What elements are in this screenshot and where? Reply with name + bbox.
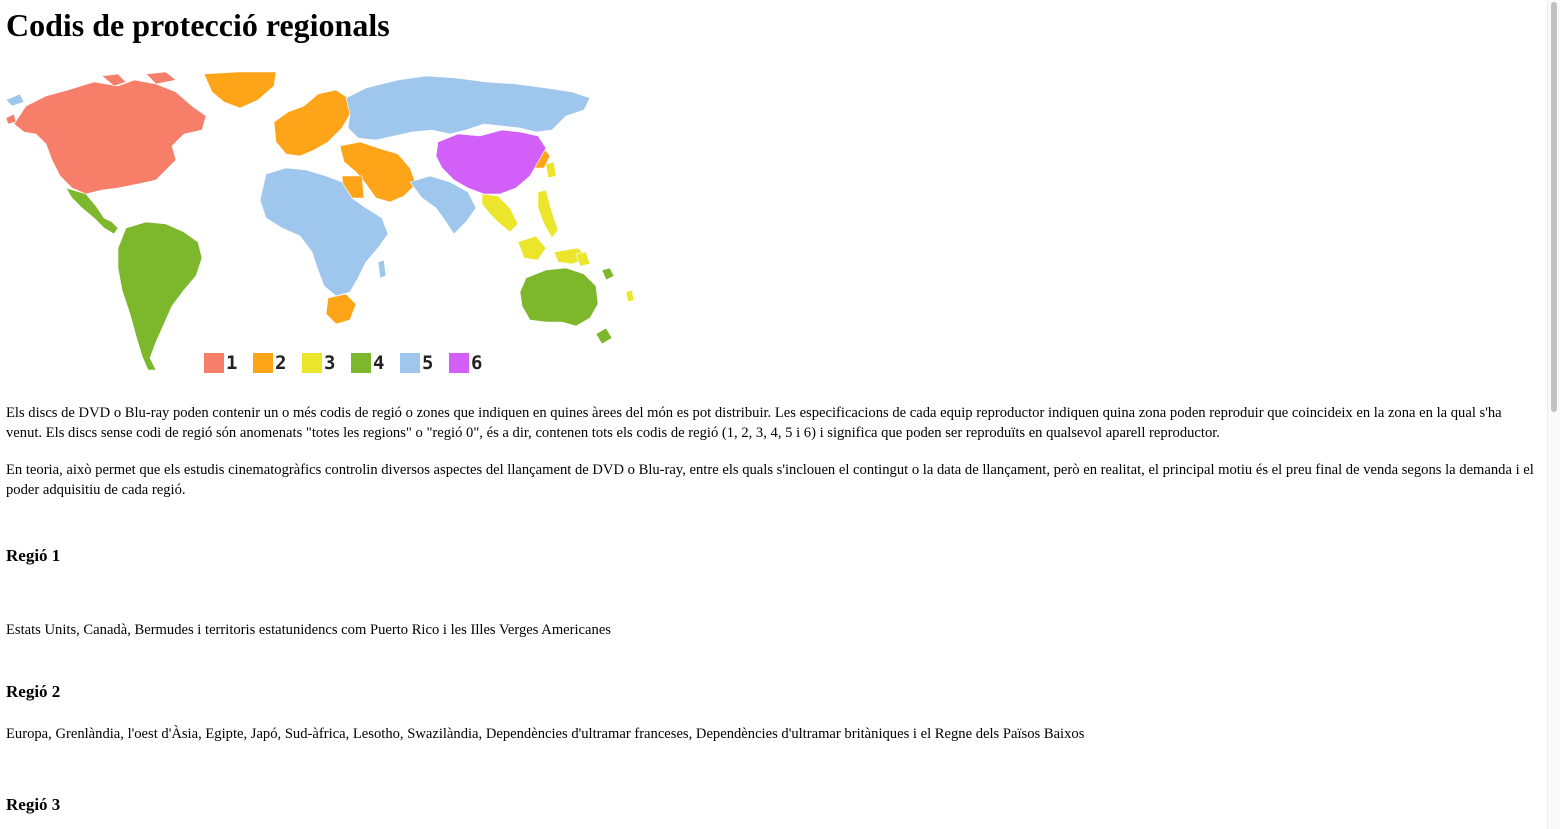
region-map: 1 2 3 4 5 6 [6,72,686,378]
map-legend: 1 2 3 4 5 6 [204,352,498,374]
legend-swatch-1 [204,353,224,373]
legend-label: 6 [471,352,483,374]
legend-swatch-5 [400,353,420,373]
legend-swatch-3 [302,353,322,373]
intro-paragraph: Els discs de DVD o Blu-ray poden conteni… [6,405,1502,441]
map-region-3 [481,161,635,303]
legend-label: 4 [373,352,385,374]
map-region-4 [65,187,615,371]
world-map-image [6,72,635,371]
legend-swatch-2 [253,353,273,373]
legend-item: 4 [351,352,400,374]
legend-swatch-6 [449,353,469,373]
legend-label: 1 [226,352,238,374]
legend-label: 5 [422,352,434,374]
scrollbar-thumb[interactable] [1551,2,1557,412]
region-description: Europa, Grenlàndia, l'oest d'Àsia, Egipt… [6,726,1085,742]
page-content: Codis de protecció regionals [6,0,1536,815]
legend-item: 3 [302,352,351,374]
legend-item: 2 [253,352,302,374]
legend-item: 5 [400,352,449,374]
legend-item: 1 [204,352,253,374]
intro-paragraph: En teoria, això permet que els estudis c… [6,462,1534,498]
region-heading: Regió 2 [6,682,61,701]
map-region-5 [6,75,591,297]
map-region-6 [435,129,547,195]
region-heading: Regió 1 [6,546,61,565]
page-title: Codis de protecció regionals [6,7,390,43]
vertical-scrollbar[interactable] [1547,0,1560,829]
legend-item: 6 [449,352,498,374]
region-description: Estats Units, Canadà, Bermudes i territo… [6,622,611,638]
legend-label: 3 [324,352,336,374]
legend-label: 2 [275,352,287,374]
legend-swatch-4 [351,353,371,373]
map-region-1 [6,72,207,195]
region-heading: Regió 3 [6,795,61,814]
